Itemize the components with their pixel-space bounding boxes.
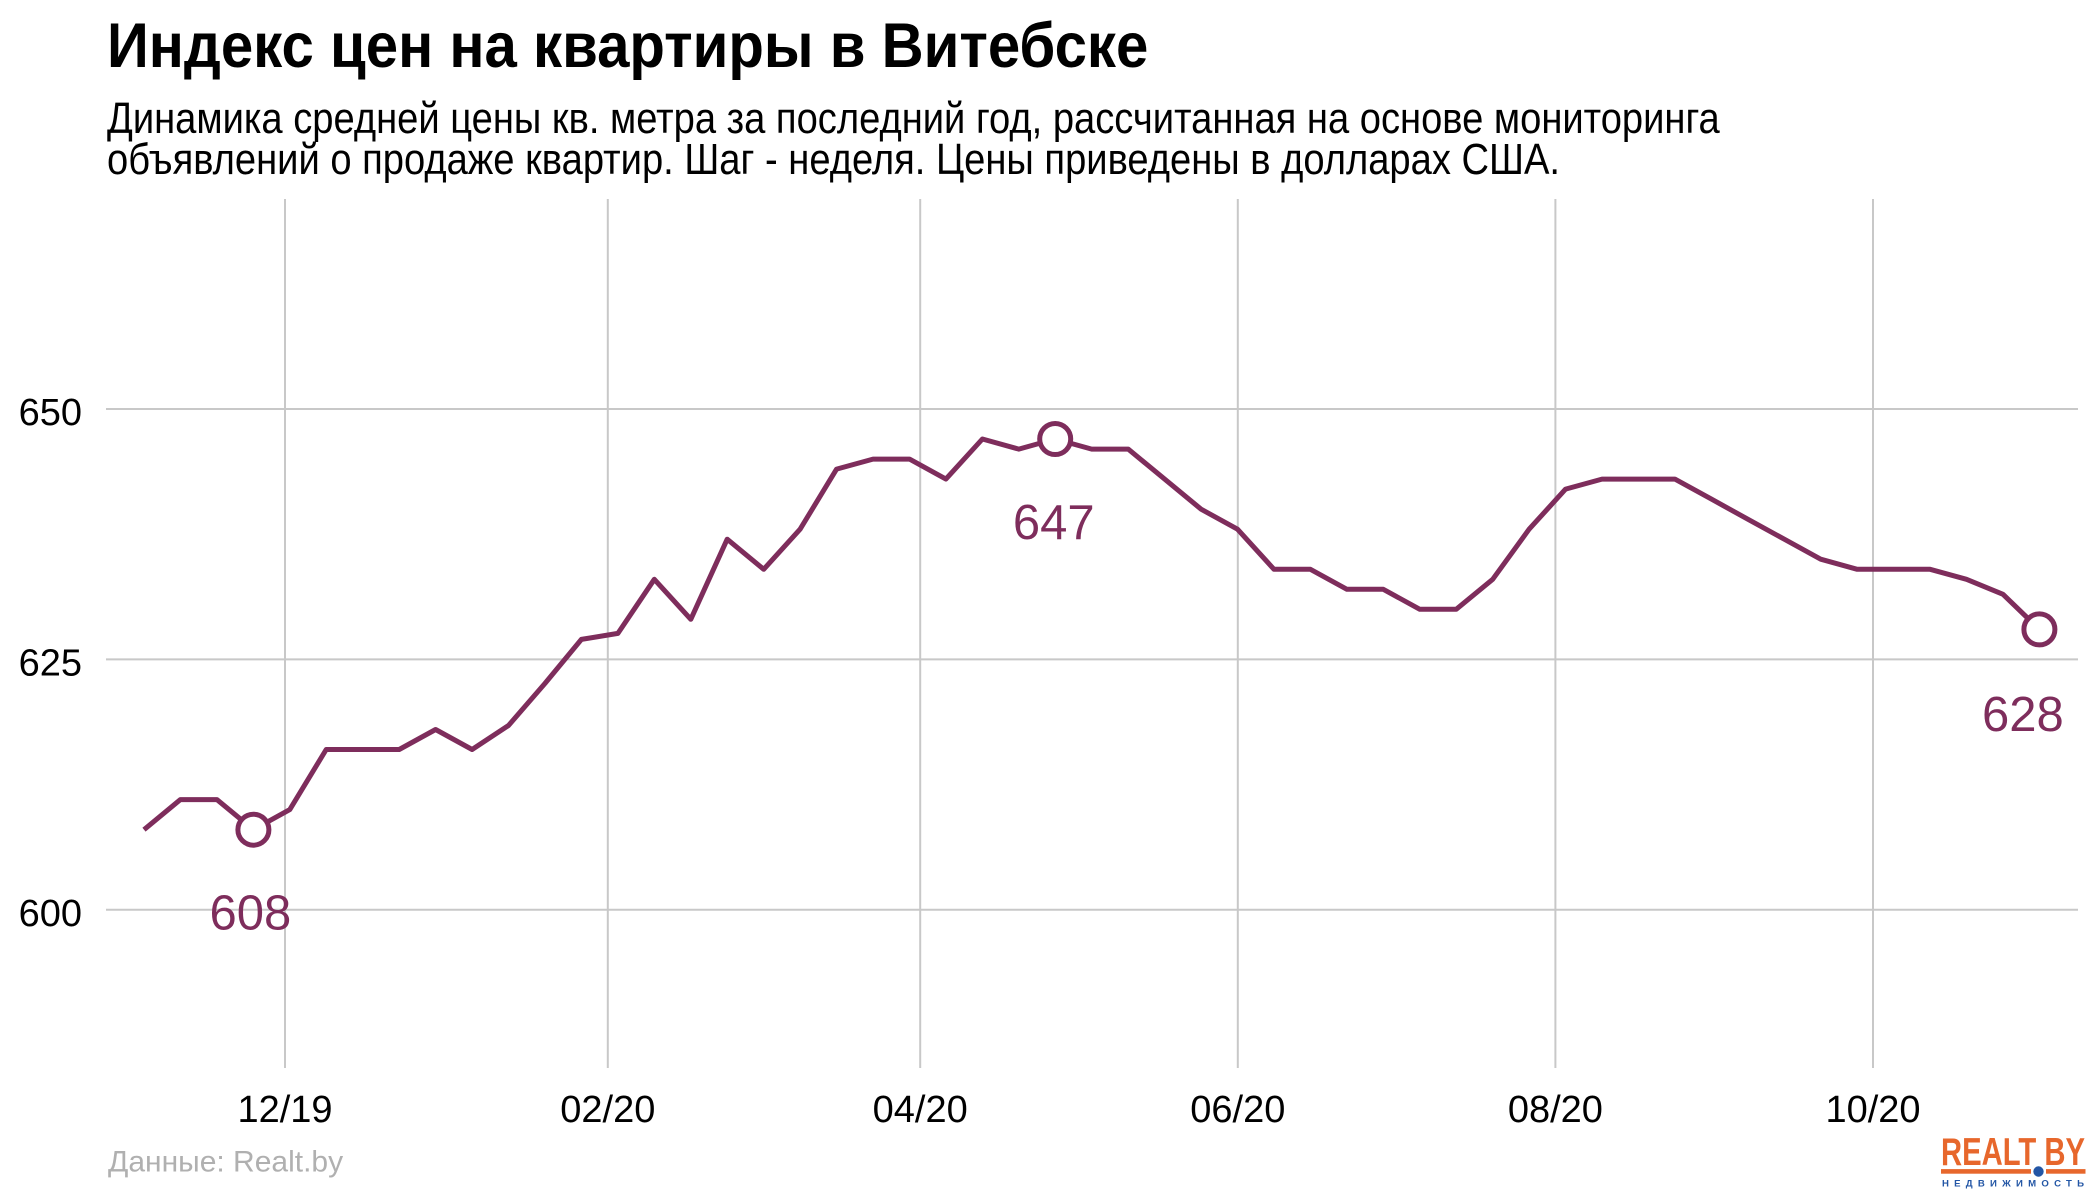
svg-text:12/19: 12/19 <box>237 1089 332 1131</box>
svg-text:600: 600 <box>19 893 82 935</box>
svg-text:08/20: 08/20 <box>1508 1089 1603 1131</box>
svg-text:Индекс цен на квартиры в Витеб: Индекс цен на квартиры в Витебске <box>107 10 1148 81</box>
svg-text:REALT BY: REALT BY <box>1941 1131 2085 1174</box>
svg-text:625: 625 <box>19 642 82 684</box>
svg-text:650: 650 <box>19 392 82 434</box>
svg-text:06/20: 06/20 <box>1190 1089 1285 1131</box>
svg-text:608: 608 <box>210 887 292 941</box>
svg-text:Динамика средней цены кв. метр: Динамика средней цены кв. метра за после… <box>107 93 1720 142</box>
svg-text:объявлений о продаже квартир.: объявлений о продаже квартир. Шаг - неде… <box>107 134 1560 183</box>
svg-text:628: 628 <box>1982 688 2064 742</box>
svg-text:02/20: 02/20 <box>560 1089 655 1131</box>
svg-text:04/20: 04/20 <box>873 1089 968 1131</box>
svg-text:647: 647 <box>1013 496 1095 550</box>
svg-text:Данные: Realt.by: Данные: Realt.by <box>108 1146 343 1179</box>
svg-text:10/20: 10/20 <box>1825 1089 1920 1131</box>
